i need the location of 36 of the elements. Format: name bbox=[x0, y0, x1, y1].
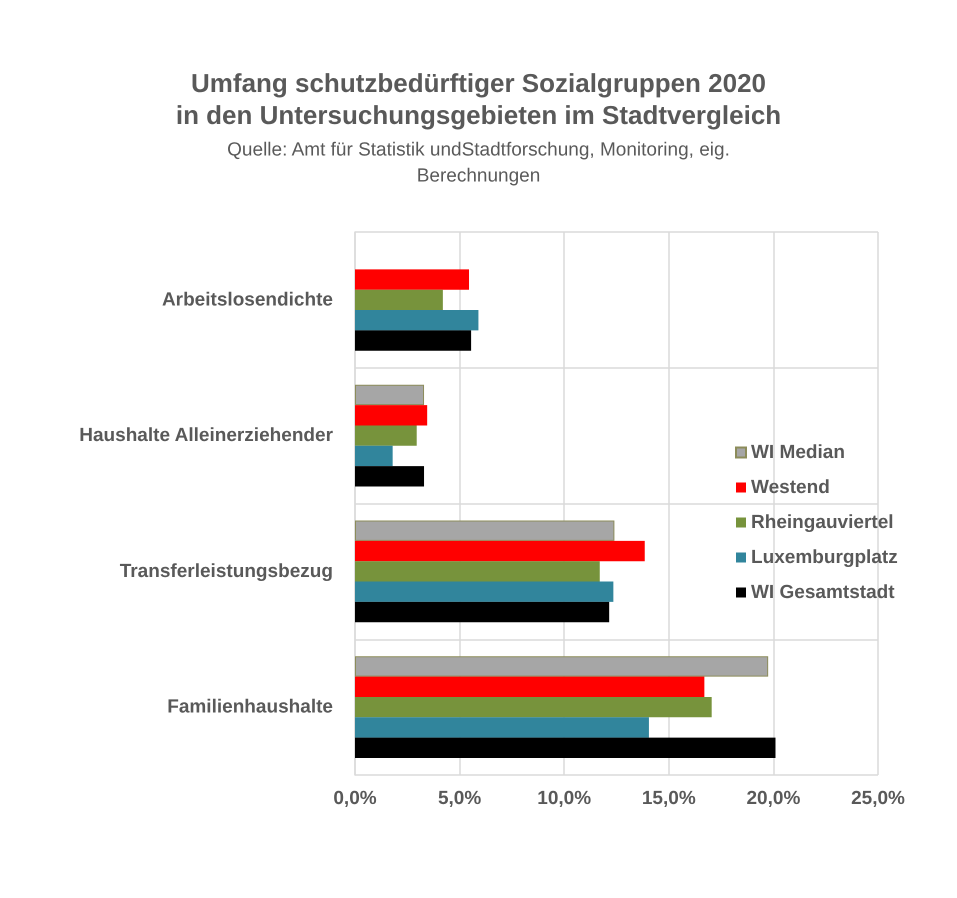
bar bbox=[355, 561, 600, 582]
bar bbox=[355, 582, 614, 602]
bar bbox=[355, 466, 424, 487]
legend-label: Westend bbox=[751, 477, 830, 498]
bar bbox=[355, 656, 768, 677]
x-tick-label: 10,0% bbox=[537, 788, 592, 809]
x-tick-label: 20,0% bbox=[746, 788, 800, 809]
bar bbox=[355, 310, 478, 330]
chart-subtitle: Quelle: Amt für Statistik undStadtforschung, Monitoring, eig. Berechnungen bbox=[227, 140, 730, 186]
legend-label: Luxemburgplatz bbox=[751, 547, 898, 568]
y-tick-label: Transferleistungsbezug bbox=[120, 560, 333, 582]
legend-label: WI Gesamtstadt bbox=[751, 582, 896, 603]
x-tick-label: 15,0% bbox=[642, 788, 696, 809]
bar bbox=[355, 540, 645, 562]
x-tick-label: 5,0% bbox=[438, 788, 482, 809]
bar bbox=[355, 405, 428, 426]
legend-label: WI Median bbox=[751, 442, 845, 463]
bar bbox=[355, 330, 472, 351]
x-tick-label: 0,0% bbox=[333, 788, 377, 809]
bar bbox=[355, 425, 417, 446]
bar bbox=[355, 520, 614, 541]
y-tick-label: Familienhaushalte bbox=[167, 696, 333, 718]
bar bbox=[355, 446, 393, 466]
bar bbox=[355, 676, 704, 697]
bar bbox=[355, 696, 712, 718]
legend-label: Rheingauviertel bbox=[751, 512, 894, 533]
bar bbox=[355, 290, 443, 310]
chart-title: Umfang schutzbedürftiger Sozialgruppen 2020 in den Untersuchungsgebieten im Stadtvergleich bbox=[176, 68, 782, 130]
bar bbox=[355, 602, 610, 622]
bar bbox=[355, 269, 470, 290]
y-tick-label: Haushalte Alleinerziehender bbox=[79, 425, 334, 446]
y-tick-label: Arbeitslosendichte bbox=[162, 289, 333, 310]
bar bbox=[355, 717, 649, 738]
bar bbox=[355, 384, 424, 406]
bar bbox=[355, 738, 776, 758]
x-tick-label: 25,0% bbox=[851, 788, 906, 809]
